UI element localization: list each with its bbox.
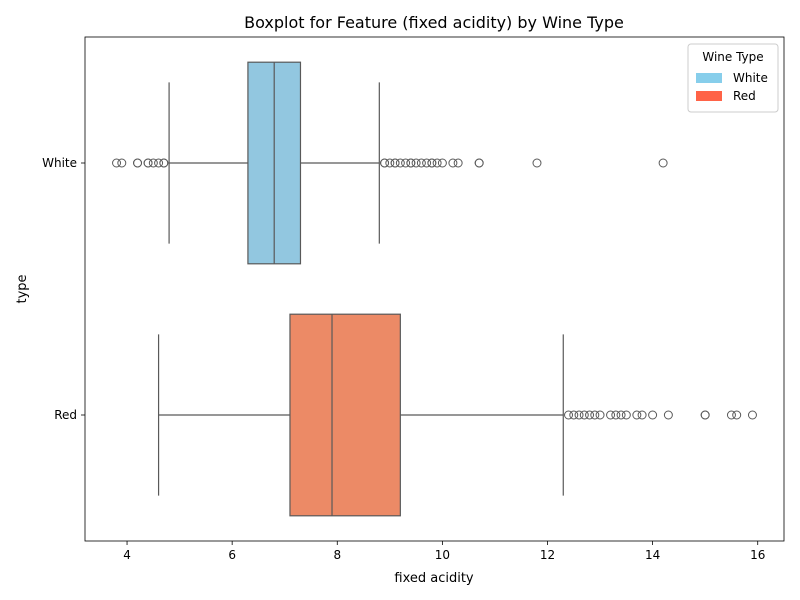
outlier-white-26 <box>448 158 458 168</box>
outlier-white-12 <box>385 158 395 168</box>
outlier-white-23 <box>427 158 437 168</box>
x-tick-label-4: 4 <box>123 548 131 562</box>
x-tick-label-8: 8 <box>333 548 341 562</box>
outlier-red-13 <box>648 410 658 420</box>
outlier-red-0 <box>564 410 574 420</box>
legend-swatch-red <box>696 91 722 101</box>
outlier-white-18 <box>406 158 416 168</box>
outlier-red-18 <box>732 410 742 420</box>
legend-swatch-white <box>696 73 722 83</box>
x-tick-label-16: 16 <box>750 548 765 562</box>
outlier-white-1 <box>117 158 127 168</box>
outlier-white-0 <box>112 158 122 168</box>
x-axis-ticks: 4 6 8 10 12 14 16 <box>123 541 765 562</box>
outlier-red-7 <box>606 410 616 420</box>
y-axis-label: type <box>15 274 30 303</box>
outlier-red-17 <box>726 410 736 420</box>
outlier-red-11 <box>632 410 642 420</box>
outlier-white-27 <box>453 158 463 168</box>
box-group-red <box>157 313 757 517</box>
legend-label-white: White <box>733 71 768 85</box>
outlier-red-10 <box>621 410 631 420</box>
outlier-white-5 <box>143 158 153 168</box>
outlier-red-3 <box>579 410 589 420</box>
outlier-white-30 <box>532 158 542 168</box>
outlier-white-15 <box>395 158 405 168</box>
outlier-white-11 <box>380 158 390 168</box>
outlier-white-9 <box>159 158 169 168</box>
outlier-white-3 <box>133 158 143 168</box>
outlier-red-2 <box>574 410 584 420</box>
plot-area <box>112 61 757 517</box>
outlier-white-31 <box>658 158 668 168</box>
outlier-white-16 <box>401 158 411 168</box>
y-axis-ticks: White Red <box>42 156 85 422</box>
chart-title: Boxplot for Feature (fixed acidity) by W… <box>244 13 624 32</box>
x-tick-label-6: 6 <box>228 548 236 562</box>
outlier-white-19 <box>411 158 421 168</box>
x-tick-label-12: 12 <box>540 548 555 562</box>
outlier-red-6 <box>595 410 605 420</box>
outlier-red-4 <box>585 410 595 420</box>
legend-title: Wine Type <box>702 50 763 64</box>
outlier-red-19 <box>747 410 757 420</box>
outlier-white-7 <box>154 158 164 168</box>
outlier-white-21 <box>422 158 432 168</box>
outlier-red-9 <box>616 410 626 420</box>
outlier-red-12 <box>637 410 647 420</box>
legend-label-red: Red <box>733 89 756 103</box>
outlier-red-14 <box>663 410 673 420</box>
outlier-white-20 <box>416 158 426 168</box>
outlier-red-16 <box>700 410 710 420</box>
plot-frame <box>84 36 785 542</box>
x-tick-label-14: 14 <box>645 548 660 562</box>
y-tick-label-red: Red <box>54 408 77 422</box>
legend: Wine Type White Red <box>687 43 779 113</box>
outlier-white-29 <box>474 158 484 168</box>
outlier-red-8 <box>611 410 621 420</box>
x-axis-label: fixed acidity <box>394 571 474 586</box>
outlier-white-14 <box>390 158 400 168</box>
outlier-white-25 <box>437 158 447 168</box>
outlier-red-1 <box>569 410 579 420</box>
box-red <box>289 313 401 517</box>
y-tick-label-white: White <box>42 156 77 170</box>
outlier-red-5 <box>590 410 600 420</box>
outlier-white-6 <box>148 158 158 168</box>
outlier-white-24 <box>432 158 442 168</box>
box-group-white <box>112 61 668 265</box>
x-tick-label-10: 10 <box>435 548 450 562</box>
